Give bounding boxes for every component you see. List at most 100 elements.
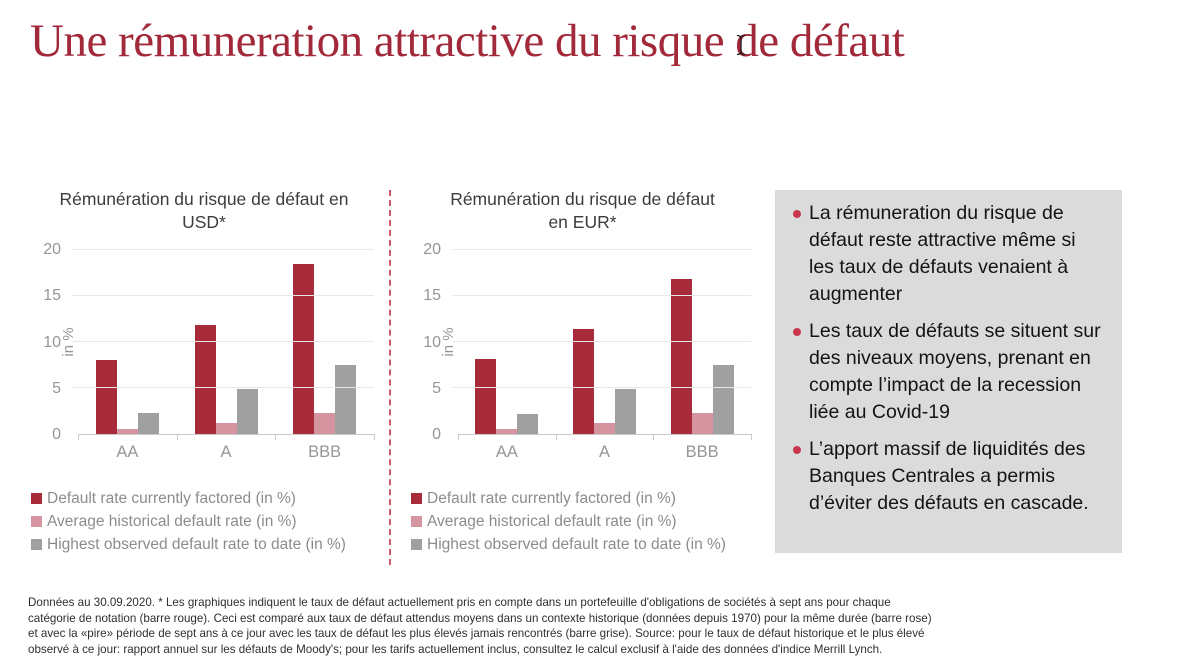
x-axis-tick [555,434,557,440]
bullet-text: L’apport massif de liquidités des Banque… [809,438,1089,514]
x-axis-tick [458,434,459,440]
y-tick-label: 20 [423,241,441,258]
bar [573,329,594,434]
bar [293,263,315,434]
bar-group [653,250,751,434]
gridline [72,341,374,342]
y-tick-label: 20 [43,241,61,258]
bar [691,412,713,434]
y-axis-title: in % [60,327,78,357]
legend-row: Highest observed default rate to date (i… [411,533,755,556]
bar-group [458,250,556,434]
footnote-line: catégorie de notation (barre rouge). Cec… [28,611,932,625]
bar [194,325,216,434]
bar-group [177,250,276,434]
y-tick-label: 15 [423,287,441,305]
plot: in % [440,249,752,440]
x-axis-label: BBB [685,443,719,461]
y-tick-label: 15 [43,287,61,305]
gridline [72,387,374,388]
x-axis-tick [78,434,79,440]
legend-swatch [411,516,422,527]
legend-row: Default rate currently factored (in %) [411,487,755,510]
bar [517,413,539,434]
bar-groups [458,250,751,434]
bar [475,359,497,434]
plot-area-usd: 0 5 10 15 20 in % AA A BBB [30,241,378,461]
x-axis-labels: AA A BBB [78,435,374,462]
y-tick-label: 10 [43,333,61,351]
x-axis-label: A [599,443,611,461]
x-axis-tick [653,434,655,440]
bullet-item: Les taux de défauts se situent sur des n… [789,318,1106,426]
y-tick-label: 0 [52,426,61,443]
bar [496,429,518,434]
y-tick-label: 5 [432,379,441,397]
y-axis-title: in % [440,327,458,357]
bullet-dot [793,210,801,218]
x-axis-tick [751,434,752,440]
bar [215,422,237,434]
gridline [452,387,751,388]
footnote-line: et avec la «pire» période de sept ans à … [28,627,925,641]
legend-swatch [31,493,42,504]
legend-label: Highest observed default rate to date (i… [427,535,726,553]
gridline [452,249,751,250]
x-axis-tick [275,434,277,440]
gridline [72,249,374,250]
legend-label: Default rate currently factored (in %) [427,489,676,507]
bullet-text: La rémuneration du risque de défaut rest… [809,202,1076,305]
y-axis-ticks: 0 5 10 15 20 [30,241,70,443]
commentary-panel: La rémuneration du risque de défaut rest… [775,190,1122,553]
chart-eur: Rémunération du risque de défaut en EUR*… [410,188,755,556]
footnote-line: Données au 30.09.2020. * Les graphiques … [28,596,891,609]
bullet-dot [793,328,801,336]
legend-swatch [31,539,42,550]
bullet-item: L’apport massif de liquidités des Banque… [789,436,1106,517]
bar-group [78,250,177,434]
x-axis-tick [176,434,178,440]
y-tick-label: 10 [423,333,441,351]
bar [335,365,357,434]
bar [712,365,734,434]
legend-row: Highest observed default rate to date (i… [31,533,378,556]
gridline [452,295,751,296]
legend-usd: Default rate currently factored (in %) Av… [30,487,378,556]
footnote: Données au 30.09.2020. * Les graphiques … [28,595,1168,657]
y-axis-ticks: 0 5 10 15 20 [410,241,450,443]
bar [236,388,258,434]
bar [116,429,138,434]
bullet-item: La rémuneration du risque de défaut rest… [789,200,1106,308]
bar [314,412,336,434]
x-axis-label: AA [495,443,518,461]
x-axis-tick [374,434,375,440]
slide-title[interactable]: Une rémuneration attractive du risque de… [30,15,905,67]
chart-title-usd: Rémunération du risque de défaut en USD* [59,189,349,232]
text-cursor-ibeam-icon [735,34,747,56]
legend-label: Average historical default rate (in %) [427,512,677,530]
bar-groups [78,250,374,434]
legend-swatch [31,516,42,527]
bar [615,388,636,434]
plot: in % [60,249,375,440]
chart-title-eur: Rémunération du risque de défaut en EUR* [450,189,715,232]
y-tick-label: 0 [432,426,441,443]
bar-group [275,250,374,434]
bar-group [556,250,654,434]
x-axis-label: AA [116,443,139,461]
gridline [452,341,751,342]
bar [95,360,117,434]
legend-eur: Default rate currently factored (in %) Av… [410,487,755,556]
bar [137,412,159,434]
legend-label: Default rate currently factored (in %) [47,489,296,507]
legend-row: Default rate currently factored (in %) [31,487,378,510]
gridline [72,295,374,296]
bullet-list: La rémuneration du risque de défaut rest… [789,200,1106,517]
chart-usd: Rémunération du risque de défaut en USD*… [30,188,378,556]
legend-label: Highest observed default rate to date (i… [47,535,346,553]
plot-area-eur: 0 5 10 15 20 in % AA A BBB [410,241,755,461]
y-tick-label: 5 [52,379,61,397]
x-axis-label: BBB [308,443,342,461]
legend-row: Average historical default rate (in %) [31,510,378,533]
